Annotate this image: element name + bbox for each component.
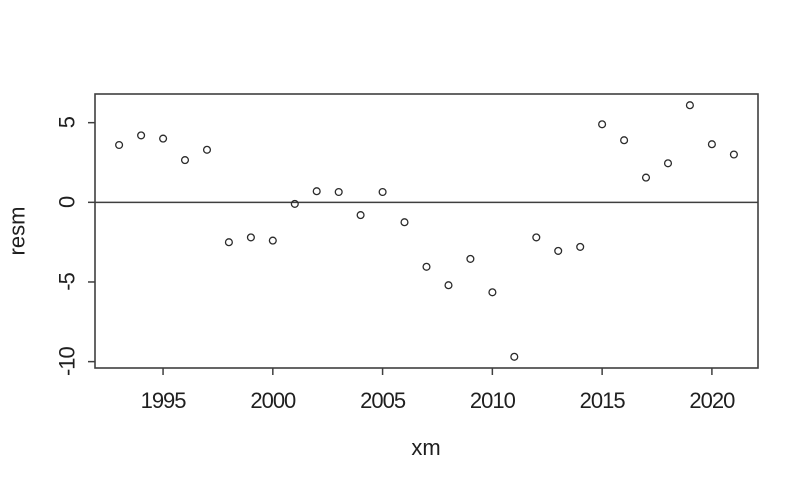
data-point [268,236,277,245]
data-point [554,246,563,255]
data-point [224,238,233,247]
plot-area: 1995 2000 2005 2010 2015 2020 -10 -5 0 5 [55,93,759,413]
y-tick-label: 5 [55,116,80,128]
data-point [466,254,475,263]
y-tick-label: -5 [55,272,80,290]
data-point [663,159,673,168]
data-point [488,288,497,297]
x-tick-label: 1995 [141,388,187,413]
data-point [400,218,409,227]
data-point [356,211,365,220]
y-tick-label: -10 [55,346,80,376]
x-tick-label: 2000 [250,388,296,413]
data-point [246,233,255,242]
data-point [576,242,585,251]
data-point [312,187,321,196]
data-point [290,199,299,208]
data-point [729,150,738,159]
data-point [115,140,124,150]
data-point [444,281,453,290]
data-point [334,187,343,197]
x-axis-label: xm [411,435,440,460]
x-tick-label: 2015 [580,388,626,413]
data-point [598,120,607,129]
data-point [620,136,629,145]
x-tick-label: 2020 [689,388,735,413]
data-point [159,134,168,143]
data-point [422,262,431,271]
data-point [378,187,387,197]
x-tick-label: 2010 [470,388,516,413]
data-point [685,101,694,110]
y-axis-label: resm [5,207,30,256]
data-point [641,173,651,182]
data-point [180,156,190,165]
data-point [707,140,716,149]
data-point [202,145,212,154]
data-point [137,131,146,140]
data-point [532,233,541,242]
plot-border [94,93,759,369]
y-tick-label: 0 [55,196,80,208]
x-tick-label: 2005 [360,388,406,413]
data-point [510,352,519,361]
